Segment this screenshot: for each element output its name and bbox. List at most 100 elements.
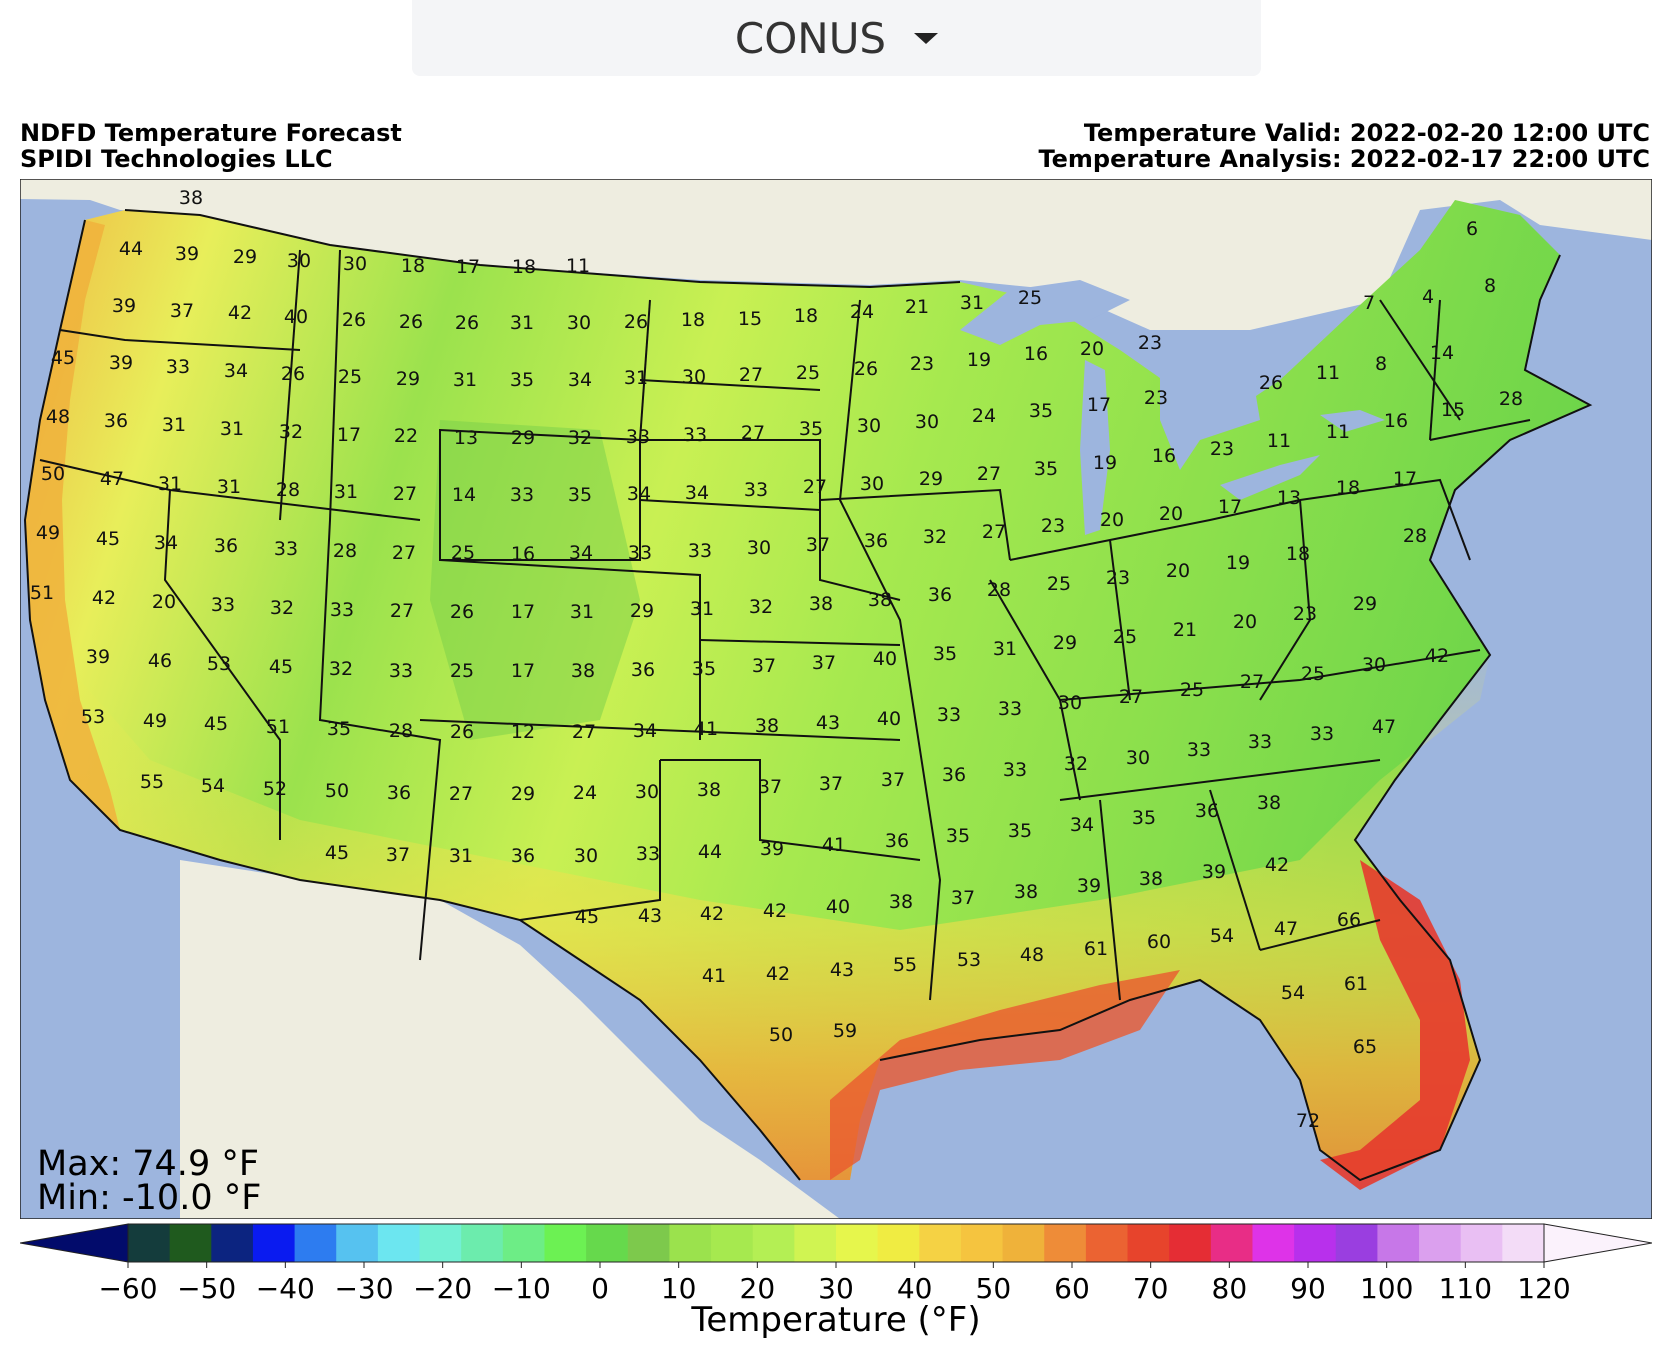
colorbar-cell: [252, 1224, 296, 1262]
station-value: 30: [343, 253, 367, 275]
station-value: 32: [270, 597, 294, 619]
station-value: 27: [1240, 671, 1264, 693]
station-value: 20: [1166, 560, 1190, 582]
station-value: 34: [627, 483, 651, 505]
station-value: 31: [162, 414, 186, 436]
station-value: 34: [224, 360, 248, 382]
station-value: 37: [758, 776, 782, 798]
min-value: Min: -10.0 °F: [37, 1178, 262, 1218]
station-value: 42: [700, 903, 724, 925]
station-value: 37: [170, 300, 194, 322]
station-value: 33: [1310, 723, 1334, 745]
colorbar-cell: [419, 1224, 462, 1262]
station-value: 59: [833, 1020, 857, 1042]
colorbar-cell: [1085, 1224, 1129, 1262]
colorbar-cell: [294, 1224, 337, 1262]
colorbar-cell: [711, 1224, 754, 1262]
station-value: 27: [803, 476, 827, 498]
station-value: 33: [636, 843, 660, 865]
station-value: 53: [957, 949, 981, 971]
station-value: 31: [334, 481, 358, 503]
southern-warm-band: [30, 620, 1490, 1180]
lake-huron: [1160, 350, 1260, 470]
colorbar-cell: [1419, 1224, 1462, 1262]
colorbar-cell: [1502, 1224, 1545, 1262]
station-value: 18: [794, 305, 818, 327]
station-value: 14: [452, 484, 476, 506]
colorbar-cell: [960, 1224, 1004, 1262]
station-value: 20: [1080, 338, 1104, 360]
station-value: 36: [928, 584, 952, 606]
station-value: 35: [1008, 820, 1032, 842]
station-value: 33: [389, 660, 413, 682]
station-value: 51: [266, 716, 290, 738]
station-value: 26: [281, 363, 305, 385]
station-value: 35: [933, 643, 957, 665]
station-value: 21: [1173, 619, 1197, 641]
station-value: 20: [1100, 509, 1124, 531]
station-value: 17: [1218, 496, 1242, 518]
station-value: 28: [389, 720, 413, 742]
station-value: 46: [148, 650, 172, 672]
caret-down-icon[interactable]: [914, 32, 939, 44]
station-value: 27: [449, 783, 473, 805]
station-value: 11: [566, 255, 590, 277]
analysis-time: Temperature Analysis: 2022-02-17 22:00 U…: [1038, 145, 1650, 173]
station-value: 49: [143, 710, 167, 732]
station-value: 30: [287, 250, 311, 272]
station-value: 17: [1087, 394, 1111, 416]
station-values-layer: 38 44 39 29 30 30 18 17 18 11 39 37 42 40 26 26 26 31 30 26…: [30, 187, 1523, 1132]
colorbar-cell: [794, 1224, 837, 1262]
station-value: 35: [799, 418, 823, 440]
colorbar-cell: [752, 1224, 795, 1262]
region-selector[interactable]: CONUS: [412, 0, 1261, 76]
map-title: NDFD Temperature Forecast: [20, 119, 402, 147]
station-value: 29: [233, 246, 257, 268]
station-value: 31: [217, 476, 241, 498]
station-value: 12: [511, 721, 535, 743]
colorbar-cell: [544, 1224, 587, 1262]
map-header-right: Temperature Valid: 2022-02-20 12:00 UTC …: [1038, 120, 1650, 172]
station-value: 31: [510, 312, 534, 334]
station-value: 29: [511, 427, 535, 449]
station-value: 37: [819, 773, 843, 795]
map-header-left: NDFD Temperature Forecast SPIDI Technolo…: [20, 120, 402, 172]
min-max-box: Max: 74.9 °F Min: -10.0 °F: [37, 1147, 262, 1218]
station-value: 28: [276, 479, 300, 501]
station-value: 23: [1210, 438, 1234, 460]
station-value: 54: [1210, 925, 1234, 947]
station-value: 32: [329, 658, 353, 680]
station-value: 19: [1226, 552, 1250, 574]
station-value: 31: [570, 601, 594, 623]
station-value: 38: [889, 891, 913, 913]
station-value: 32: [749, 596, 773, 618]
station-value: 30: [1362, 654, 1386, 676]
station-value: 19: [967, 349, 991, 371]
station-value: 26: [450, 601, 474, 623]
station-value: 32: [923, 526, 947, 548]
station-value: 38: [755, 715, 779, 737]
colorbar-tick-label: −20: [413, 1272, 472, 1305]
colorbar-tick-label: 30: [818, 1272, 854, 1305]
station-value: 54: [201, 775, 225, 797]
station-value: 16: [1152, 445, 1176, 467]
west-coast-warm-band: [25, 220, 120, 830]
station-value: 25: [338, 366, 362, 388]
station-value: 36: [511, 845, 535, 867]
station-value: 23: [910, 353, 934, 375]
station-value: 42: [763, 900, 787, 922]
station-value: 33: [998, 698, 1022, 720]
colorbar-cell: [461, 1224, 504, 1262]
colorbar-cell: [502, 1224, 545, 1262]
colorbar-cell: [669, 1224, 712, 1262]
station-value: 25: [1047, 573, 1071, 595]
station-value: 38: [868, 589, 892, 611]
lake-erie: [1220, 455, 1320, 500]
station-value: 11: [1326, 421, 1350, 443]
station-value: 33: [166, 356, 190, 378]
station-value: 7: [1363, 292, 1375, 314]
station-value: 33: [274, 538, 298, 560]
station-value: 27: [739, 364, 763, 386]
station-value: 36: [214, 535, 238, 557]
station-value: 20: [152, 591, 176, 613]
